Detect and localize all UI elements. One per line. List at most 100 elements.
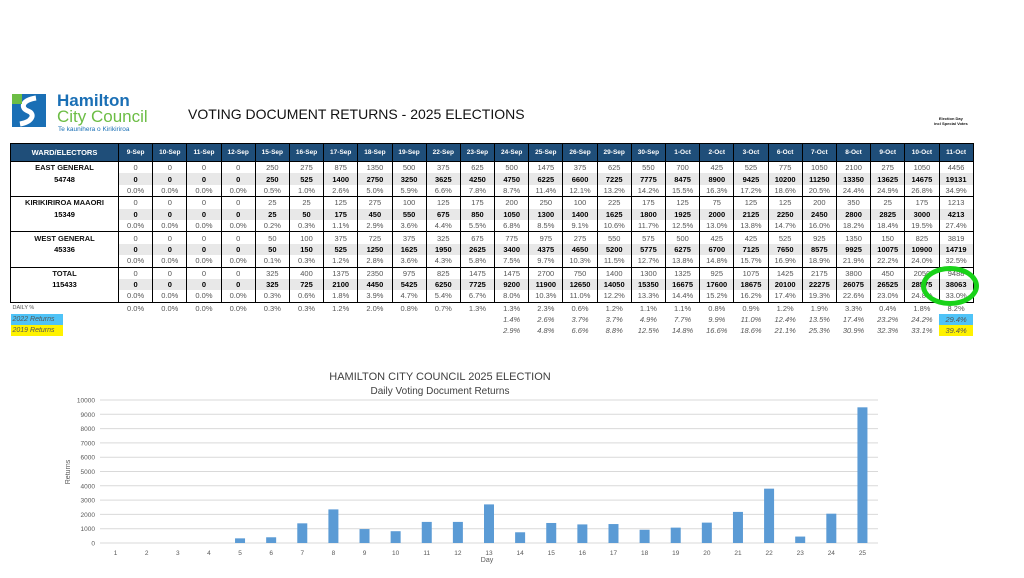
cell-extra: 1.2% <box>776 303 794 313</box>
cell-cumulative: 5200 <box>596 243 632 256</box>
cell-cumulative: 10200 <box>767 173 803 185</box>
cell-pct: 18.6% <box>767 184 803 198</box>
ward-blank <box>10 290 119 303</box>
y-tick-label: 1000 <box>81 526 96 533</box>
cell-daily: 1350 <box>357 161 393 174</box>
cell-extra: 1.3% <box>468 303 487 313</box>
cell-extra: 18.6% <box>740 325 762 335</box>
cell-extra <box>358 325 392 336</box>
cell-daily: 450 <box>870 266 906 279</box>
header-date: 25-Sep <box>528 143 564 162</box>
cell-cumulative: 0 <box>117 208 154 220</box>
cell-pct: 11.7% <box>630 219 667 233</box>
x-tick-label: 4 <box>207 550 211 557</box>
y-tick-label: 6000 <box>81 455 96 462</box>
logo-text-city-council: City Council <box>57 107 148 126</box>
bar <box>577 524 588 543</box>
x-tick-label: 12 <box>454 550 462 557</box>
cell-daily: 9488 <box>938 266 974 279</box>
cell-daily: 100 <box>288 231 325 244</box>
cell-pct: 14.7% <box>767 219 803 233</box>
cell-pct: 5.8% <box>459 255 496 268</box>
x-axis-label: Day <box>481 557 494 564</box>
cell-daily: 0 <box>186 161 222 174</box>
ward-electors: 115433 <box>10 278 119 291</box>
page-title: VOTING DOCUMENT RETURNS - 2025 ELECTIONS <box>188 106 525 122</box>
cell-daily: 975 <box>391 266 427 279</box>
bar <box>732 511 743 543</box>
cell-extra <box>153 325 187 336</box>
cell-extra <box>221 325 255 336</box>
cell-daily: 1375 <box>323 266 359 279</box>
cell-cumulative: 1800 <box>630 208 667 220</box>
cell-pct: 8.0% <box>494 290 530 303</box>
cell-cumulative: 9425 <box>733 173 769 185</box>
x-tick-label: 16 <box>579 550 587 557</box>
cell-daily: 425 <box>699 231 735 244</box>
cell-cumulative: 26075 <box>835 278 872 291</box>
cell-pct: 19.3% <box>801 290 837 303</box>
header-date: 1-Oct <box>664 143 701 162</box>
cell-pct: 12.5% <box>664 219 701 233</box>
cell-pct: 5.4% <box>425 290 461 303</box>
x-tick-label: 6 <box>269 550 273 557</box>
cell-cumulative: 0 <box>220 243 256 256</box>
election-day-label: Election Day <box>938 116 963 121</box>
cell-pct: 2.8% <box>357 255 393 268</box>
cell-extra <box>119 314 153 325</box>
cell-daily: 350 <box>835 196 872 209</box>
cell-cumulative: 1625 <box>391 243 427 256</box>
y-tick-label: 4000 <box>81 483 96 490</box>
cell-pct: 21.9% <box>835 255 872 268</box>
cell-extra: 8.2% <box>947 303 965 313</box>
cell-cumulative: 14050 <box>596 278 632 291</box>
cell-pct: 11.5% <box>596 255 632 268</box>
cell-daily: 0 <box>117 196 154 209</box>
cell-cumulative: 3625 <box>425 173 461 185</box>
cell-cumulative: 18675 <box>733 278 769 291</box>
cell-extra <box>426 314 460 325</box>
cell-cumulative: 1250 <box>357 243 393 256</box>
x-tick-label: 23 <box>797 550 805 557</box>
cell-extra: 0.0% <box>229 303 247 313</box>
cell-daily: 25 <box>254 196 290 209</box>
cell-cumulative: 850 <box>459 208 496 220</box>
y-tick-label: 0 <box>91 541 95 548</box>
table-row-daily: KIRIKIRIROA MAAORI 0 0 0 0 25 25 125 275 100 125 17… <box>10 196 974 209</box>
cell-daily: 175 <box>904 196 940 209</box>
cell-cumulative: 4250 <box>459 173 496 185</box>
ward-name: EAST GENERAL <box>10 161 119 174</box>
header-date: 26-Sep <box>562 143 598 162</box>
cell-daily: 775 <box>494 231 530 244</box>
cell-pct: 7.5% <box>494 255 530 268</box>
cell-pct: 6.8% <box>494 219 530 233</box>
cell-extra: 0.8% <box>400 303 418 313</box>
cell-pct: 18.4% <box>870 219 906 233</box>
cell-extra: 0.6% <box>571 303 589 313</box>
cell-daily: 0 <box>220 161 256 174</box>
cell-extra <box>392 314 426 325</box>
cell-cumulative: 0 <box>152 243 188 256</box>
cell-cumulative: 0 <box>117 243 154 256</box>
logo-text-hamilton: Hamilton <box>57 91 130 110</box>
cell-cumulative: 250 <box>254 173 290 185</box>
extra-row-label: 2019 Returns <box>10 324 119 336</box>
cell-daily: 875 <box>323 161 359 174</box>
cell-pct: 6.6% <box>425 184 461 198</box>
cell-extra: 14.8% <box>671 325 694 335</box>
x-tick-label: 22 <box>765 550 773 557</box>
cell-pct: 11.0% <box>562 290 598 303</box>
header-date: 15-Sep <box>254 143 290 162</box>
cell-extra <box>187 314 221 325</box>
header-date: 8-Oct <box>835 143 872 162</box>
cell-cumulative: 0 <box>152 278 188 291</box>
cell-pct: 5.9% <box>391 184 427 198</box>
cell-pct: 10.3% <box>528 290 564 303</box>
cell-extra: 1.9% <box>810 303 828 313</box>
header-date: 9-Oct <box>870 143 906 162</box>
cell-cumulative: 2000 <box>699 208 735 220</box>
x-tick-label: 19 <box>672 550 680 557</box>
y-tick-label: 3000 <box>81 498 96 505</box>
cell-cumulative: 150 <box>288 243 325 256</box>
cell-pct: 6.7% <box>459 290 496 303</box>
